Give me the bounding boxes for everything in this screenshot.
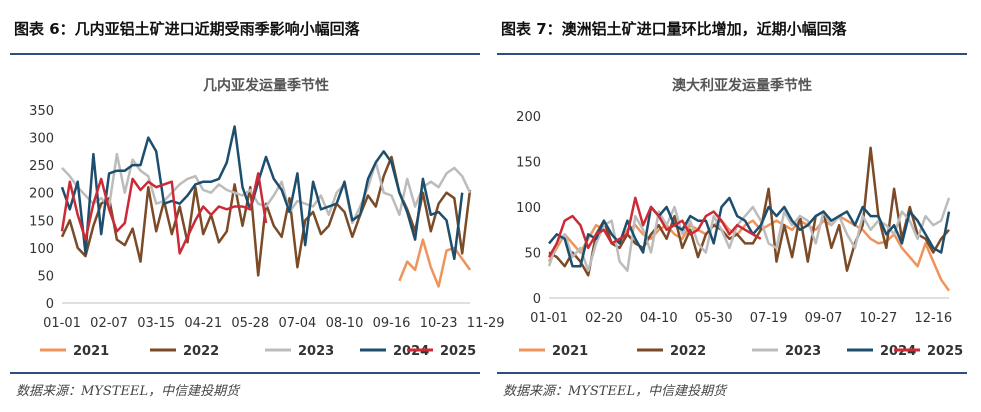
y-tick-label: 100 — [516, 201, 541, 216]
x-tick-label: 01-01 — [43, 316, 81, 331]
x-tick-label: 09-07 — [805, 311, 843, 326]
x-tick-label: 08-10 — [326, 316, 364, 331]
y-tick-label: 150 — [29, 214, 54, 229]
x-tick-label: 10-23 — [420, 316, 458, 331]
x-tick-label: 11-29 — [467, 316, 505, 331]
y-tick-label: 300 — [29, 132, 54, 147]
x-tick-label: 12-16 — [914, 311, 952, 326]
x-tick-label: 07-19 — [750, 311, 788, 326]
x-tick-label: 04-10 — [640, 311, 678, 326]
heading-rule — [497, 53, 967, 55]
legend-label: 2025 — [927, 344, 963, 359]
x-tick-label: 03-15 — [137, 316, 175, 331]
left-panel: 图表 6：几内亚铝土矿进口近期受雨季影响小幅回落 几内亚发运量季节性 0 50 100… — [10, 0, 505, 412]
chart-title: 几内亚发运量季节性 — [203, 77, 329, 94]
guinea-seasonality-chart: 几内亚发运量季节性 0 50 100 150 200 250 300 350 01-01 02-07… — [29, 77, 504, 359]
y-tick-label: 200 — [516, 110, 541, 125]
series-line-2025 — [547, 196, 762, 258]
source-note: 数据来源：MYSTEEL，中信建投期货 — [16, 384, 240, 399]
x-tick-label: 09-16 — [373, 316, 411, 331]
panel-heading: 图表 7：澳洲铝土矿进口量环比增加，近期小幅回落 — [501, 20, 847, 38]
panel-heading: 图表 6：几内亚铝土矿进口近期受雨季影响小幅回落 — [14, 20, 360, 38]
series-line-2024 — [60, 125, 464, 261]
x-tick-label: 01-01 — [530, 311, 568, 326]
y-tick-label: 100 — [29, 242, 54, 257]
series-line-2025 — [60, 172, 268, 255]
x-tick-label: 05-30 — [695, 311, 733, 326]
australia-seasonality-chart: 澳大利亚发运量季节性 0 50 100 150 200 01-01 02-20 04-10 05-… — [516, 77, 963, 359]
y-tick-label: 50 — [37, 269, 54, 284]
y-tick-label: 150 — [516, 156, 541, 171]
source-note: 数据来源：MYSTEEL，中信建投期货 — [503, 384, 727, 399]
legend-label: 2022 — [670, 344, 706, 359]
y-tick-label: 250 — [29, 159, 54, 174]
x-tick-label: 05-28 — [231, 316, 269, 331]
x-tick-label: 02-20 — [585, 311, 623, 326]
x-tick-label: 07-04 — [278, 316, 316, 331]
legend-label: 2023 — [298, 344, 334, 359]
legend-label: 2021 — [552, 344, 588, 359]
legend-label: 2023 — [785, 344, 821, 359]
x-tick-label: 10-27 — [860, 311, 898, 326]
x-tick-label: 04-21 — [184, 316, 222, 331]
series-line-2021 — [398, 238, 472, 288]
y-tick-label: 0 — [46, 297, 54, 312]
x-tick-label: 02-07 — [90, 316, 128, 331]
series-line-2023 — [61, 152, 472, 225]
y-tick-label: 50 — [524, 247, 541, 262]
right-panel: 图表 7：澳洲铝土矿进口量环比增加，近期小幅回落 澳大利亚发运量季节性 0 50 10… — [497, 0, 967, 412]
legend-label: 2021 — [73, 344, 109, 359]
legend-label: 2025 — [440, 344, 476, 359]
y-tick-label: 350 — [29, 104, 54, 119]
series-line-2024 — [548, 196, 951, 268]
y-tick-label: 200 — [29, 187, 54, 202]
heading-rule — [10, 53, 480, 55]
footer-rule — [10, 372, 480, 374]
legend-label: 2022 — [183, 344, 219, 359]
chart-title: 澳大利亚发运量季节性 — [672, 77, 812, 94]
y-tick-label: 0 — [533, 292, 541, 307]
footer-rule — [497, 372, 967, 374]
